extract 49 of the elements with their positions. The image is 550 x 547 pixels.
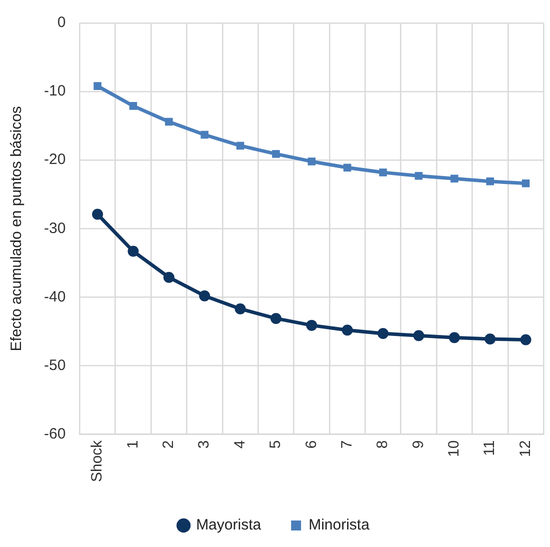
y-tick-label: 0 (57, 14, 66, 32)
x-tick-label: 8 (374, 440, 392, 449)
x-tick-label: 12 (516, 440, 534, 457)
point (413, 330, 424, 342)
x-tick-label: 7 (338, 440, 356, 449)
point (486, 177, 494, 186)
point (306, 320, 318, 331)
x-tick-label: 9 (410, 440, 427, 449)
y-tick-label: -20 (44, 151, 66, 168)
point (448, 332, 460, 344)
point (200, 130, 208, 139)
point (94, 82, 102, 90)
legend-label: Mayorista (196, 516, 262, 534)
point (484, 334, 496, 345)
point (522, 180, 530, 188)
x-tick-label: 4 (231, 440, 248, 449)
point (414, 172, 423, 180)
x-tick-label: 11 (481, 440, 498, 456)
point (128, 246, 139, 257)
point (450, 174, 458, 182)
y-tick-label: -30 (44, 220, 66, 237)
point (272, 150, 280, 158)
legend-label: Minorista (308, 516, 370, 534)
point (379, 168, 387, 176)
x-tick-label: 3 (196, 440, 213, 449)
point (163, 272, 174, 283)
point (236, 142, 244, 150)
point (520, 334, 532, 346)
point (165, 118, 173, 126)
point (308, 158, 316, 166)
y-tick-label: -50 (44, 356, 66, 374)
x-tick-label: 5 (267, 440, 284, 449)
x-tick-label: 10 (446, 440, 463, 457)
point (378, 328, 389, 340)
point (234, 303, 246, 314)
point (343, 164, 352, 172)
y-tick-label: -40 (44, 288, 66, 306)
point (199, 290, 210, 302)
x-tick-label: 6 (302, 440, 320, 449)
point (129, 102, 138, 110)
point (92, 208, 104, 220)
y-axis-title: Efecto acumulado en puntos básicos (8, 106, 26, 352)
y-tick-label: -60 (44, 425, 66, 442)
point (270, 312, 282, 324)
point (342, 324, 353, 336)
x-tick-label: Shock (88, 440, 106, 482)
x-tick-label: 1 (124, 440, 142, 449)
y-tick-label: -10 (44, 82, 66, 100)
x-tick-label: 2 (160, 440, 178, 449)
